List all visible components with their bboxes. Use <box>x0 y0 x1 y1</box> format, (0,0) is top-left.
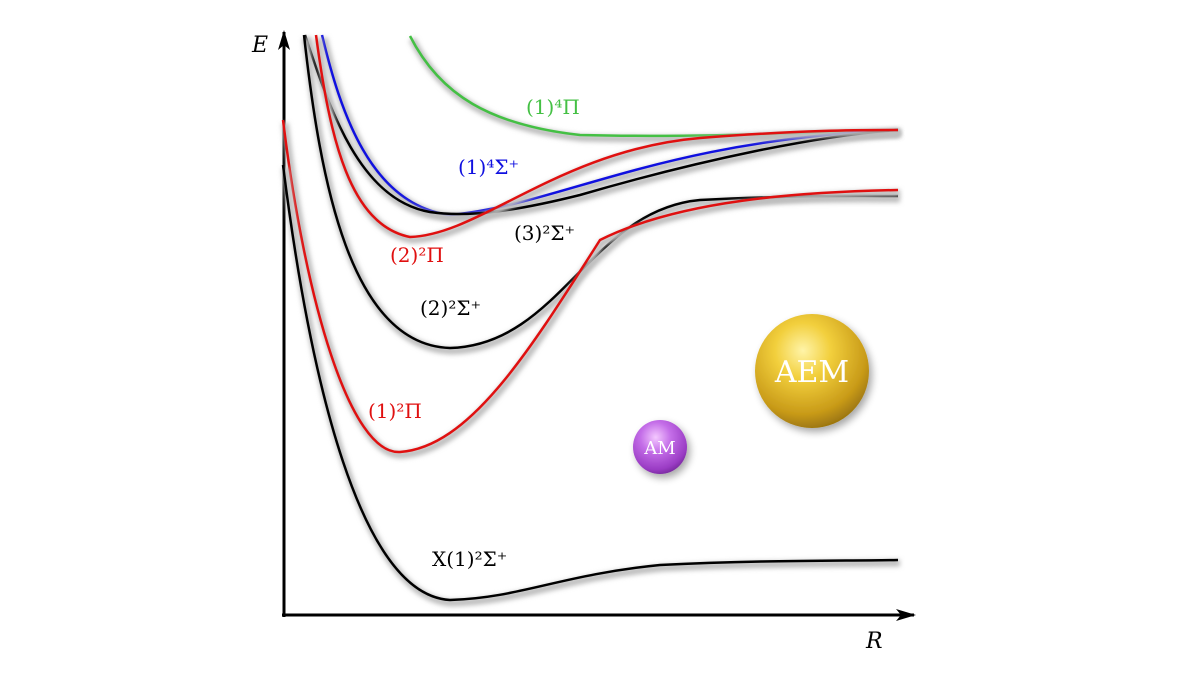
atom-am-label: AM <box>643 438 675 459</box>
atom-aem-sphere <box>755 314 869 428</box>
label-3-2Sigma+: (3)²Σ⁺ <box>514 221 575 245</box>
curve-1-4Pi <box>408 35 901 143</box>
curve-X1-2Sigma+ <box>281 164 901 607</box>
y-axis-label: E <box>251 33 268 58</box>
atom-aem: AEM <box>755 314 869 428</box>
label-2-2Pi: (2)²Π <box>390 243 444 267</box>
curve-labels: (1)⁴Π (1)⁴Σ⁺ (3)²Σ⁺ (2)²Π (2)²Σ⁺ (1)²Π X… <box>368 95 580 571</box>
curve-1-2Pi <box>281 119 901 459</box>
curve-2-2Pi <box>314 34 901 244</box>
label-1-2Pi: (1)²Π <box>368 399 422 423</box>
atom-am: AM <box>633 420 687 474</box>
label-1-4Sigma+: (1)⁴Σ⁺ <box>458 155 519 179</box>
curve-3-2Sigma+ <box>303 34 901 221</box>
atom-am-sphere <box>633 420 687 474</box>
curves <box>281 34 901 607</box>
label-1-4Pi: (1)⁴Π <box>526 95 580 119</box>
x-axis-label: R <box>865 629 883 654</box>
label-X1-2Sigma+: X(1)²Σ⁺ <box>432 547 507 571</box>
label-2-2Sigma+: (2)²Σ⁺ <box>420 296 481 320</box>
atom-aem-label: AEM <box>774 355 849 390</box>
